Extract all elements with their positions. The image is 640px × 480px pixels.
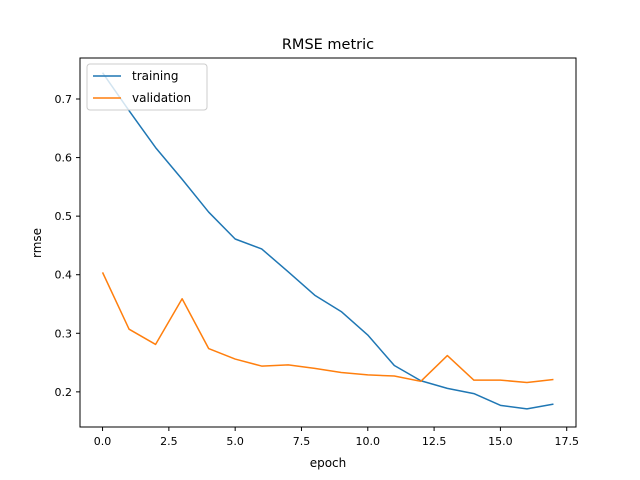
legend-label-validation: validation [132, 91, 191, 105]
x-tick-label: 10.0 [356, 435, 381, 448]
x-axis: 0.0 2.5 5.0 7.5 10.0 12.5 15.0 17.5 [94, 427, 579, 448]
y-axis: 0.2 0.3 0.4 0.5 0.6 0.7 [55, 93, 80, 399]
y-tick-label: 0.2 [55, 386, 73, 399]
series-line-validation [101, 272, 554, 384]
x-tick-label: 7.5 [293, 435, 311, 448]
plot-frame [79, 57, 577, 428]
legend-label-training: training [132, 69, 179, 83]
x-tick-label: 12.5 [422, 435, 447, 448]
series-layer [101, 72, 554, 410]
series-line-training [101, 72, 554, 410]
x-tick-label: 0.0 [94, 435, 112, 448]
x-tick-label: 5.0 [226, 435, 244, 448]
y-tick-label: 0.3 [55, 327, 73, 340]
x-axis-label: epoch [310, 456, 347, 470]
chart-title: RMSE metric [282, 37, 374, 53]
y-axis-label: rmse [30, 228, 44, 258]
x-tick-label: 17.5 [554, 435, 579, 448]
y-tick-label: 0.7 [55, 93, 73, 106]
y-tick-label: 0.4 [55, 269, 73, 282]
legend: training validation [86, 63, 208, 111]
x-tick-label: 2.5 [160, 435, 178, 448]
y-tick-label: 0.5 [55, 210, 73, 223]
y-tick-label: 0.6 [55, 152, 73, 165]
x-tick-label: 15.0 [488, 435, 513, 448]
